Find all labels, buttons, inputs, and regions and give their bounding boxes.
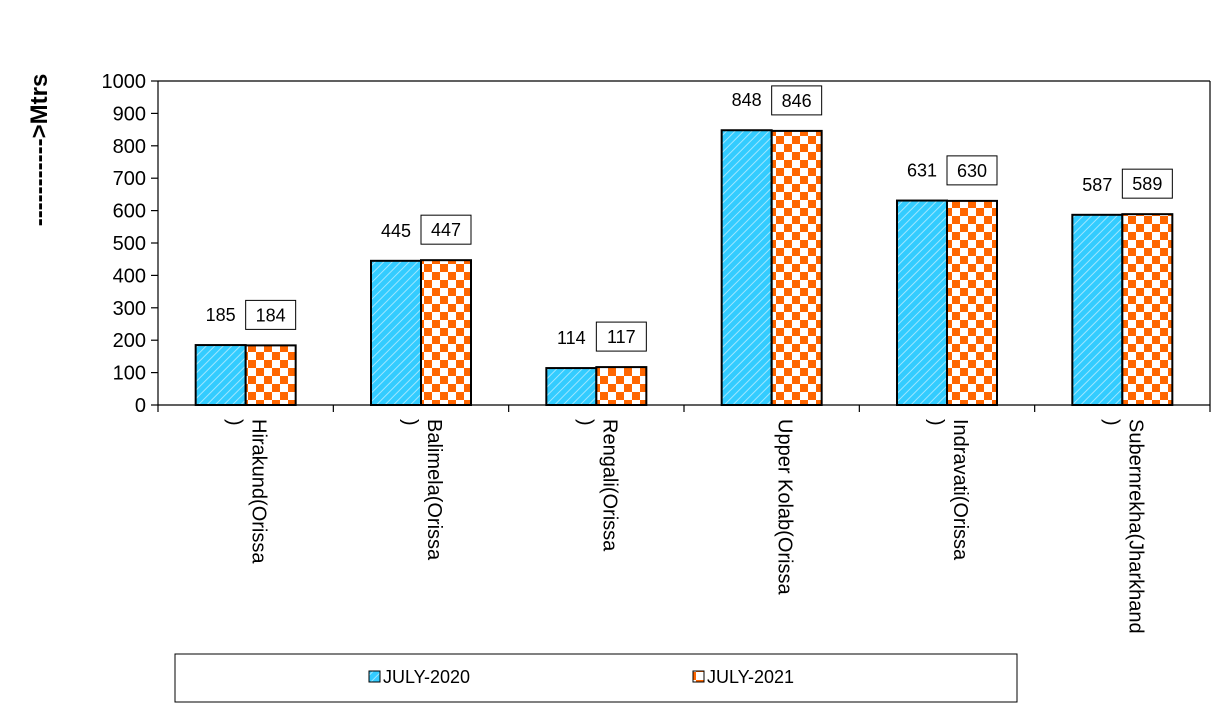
x-category-label: Hirakund(Orissa <box>248 419 270 564</box>
bar-july-2020-3 <box>720 129 773 407</box>
data-label-july-2020: 587 <box>1082 175 1112 195</box>
y-tick-label: 500 <box>113 233 146 255</box>
data-label-july-2021: 846 <box>782 91 812 111</box>
y-axis-label: ----------->Mtrs <box>26 74 53 227</box>
y-tick-label: 700 <box>113 168 146 190</box>
data-label-july-2021: 447 <box>431 220 461 240</box>
legend: JULY-2020 JULY-2021 <box>174 653 1018 703</box>
bar-july-2020-2 <box>545 367 598 406</box>
y-tick-label: 800 <box>113 136 146 158</box>
data-label-july-2020: 185 <box>206 305 236 325</box>
x-category-label: Rengali(Orissa <box>598 419 620 552</box>
bar-july-2020-5 <box>1071 213 1124 406</box>
data-label-july-2020: 848 <box>732 90 762 110</box>
plot-area: ----------->Mtrs 0 100 200 300 400 500 600 700 80… <box>26 71 1211 634</box>
legend-label-july-2020: JULY-2020 <box>383 667 470 687</box>
bar-july-2021-2 <box>595 366 648 407</box>
data-label-box <box>595 321 647 352</box>
data-label-box <box>1121 168 1173 199</box>
bar-july-2021-5 <box>1121 213 1174 406</box>
x-category-label: Upper Kolab(Orissa <box>774 419 796 596</box>
y-tick-label: 900 <box>113 103 146 125</box>
bar-july-2021-1 <box>420 259 472 406</box>
y-tick-label: 1000 <box>102 71 147 93</box>
y-tick-label: 300 <box>113 298 146 320</box>
bar-july-2020-0 <box>194 344 247 406</box>
y-tick-label: 100 <box>113 363 146 385</box>
legend-label-july-2021: JULY-2021 <box>707 667 794 687</box>
data-label-july-2021: 117 <box>607 327 636 347</box>
data-label-july-2020: 114 <box>557 328 586 348</box>
x-category-label: Balimela(Orissa <box>423 419 445 561</box>
bar-july-2021-0 <box>244 344 297 407</box>
data-label-july-2021: 589 <box>1132 174 1162 194</box>
y-tick-label: 600 <box>113 201 146 223</box>
bar-july-2020-4 <box>896 199 948 406</box>
bar-july-2021-4 <box>946 199 998 406</box>
x-category-label: ) <box>1100 419 1122 426</box>
bar-july-2020-1 <box>370 259 422 406</box>
x-category-label: ) <box>399 419 421 426</box>
x-category-label: ) <box>224 419 246 426</box>
x-category-label: ) <box>574 419 596 426</box>
y-tick-label: 200 <box>113 330 146 352</box>
data-label-july-2021: 184 <box>256 305 286 325</box>
legend-swatch-july-2021 <box>692 670 705 683</box>
data-label-box <box>245 299 297 330</box>
data-label-july-2021: 630 <box>957 161 987 181</box>
data-label-box <box>946 155 998 186</box>
y-tick-label: 0 <box>135 395 146 417</box>
x-category-label: ) <box>925 419 947 426</box>
data-label-box <box>420 214 472 245</box>
legend-swatch-july-2020 <box>368 670 381 683</box>
legend-frame <box>174 653 1018 703</box>
y-tick-label: 400 <box>113 265 146 287</box>
x-category-label: Subernrekha(Jharkhand <box>1124 419 1146 634</box>
bar-july-2021-3 <box>770 129 823 406</box>
x-category-label: Indravati(Orissa <box>949 419 971 561</box>
data-label-july-2020: 445 <box>381 221 411 241</box>
data-label-box <box>771 85 823 116</box>
data-label-july-2020: 631 <box>907 161 937 181</box>
